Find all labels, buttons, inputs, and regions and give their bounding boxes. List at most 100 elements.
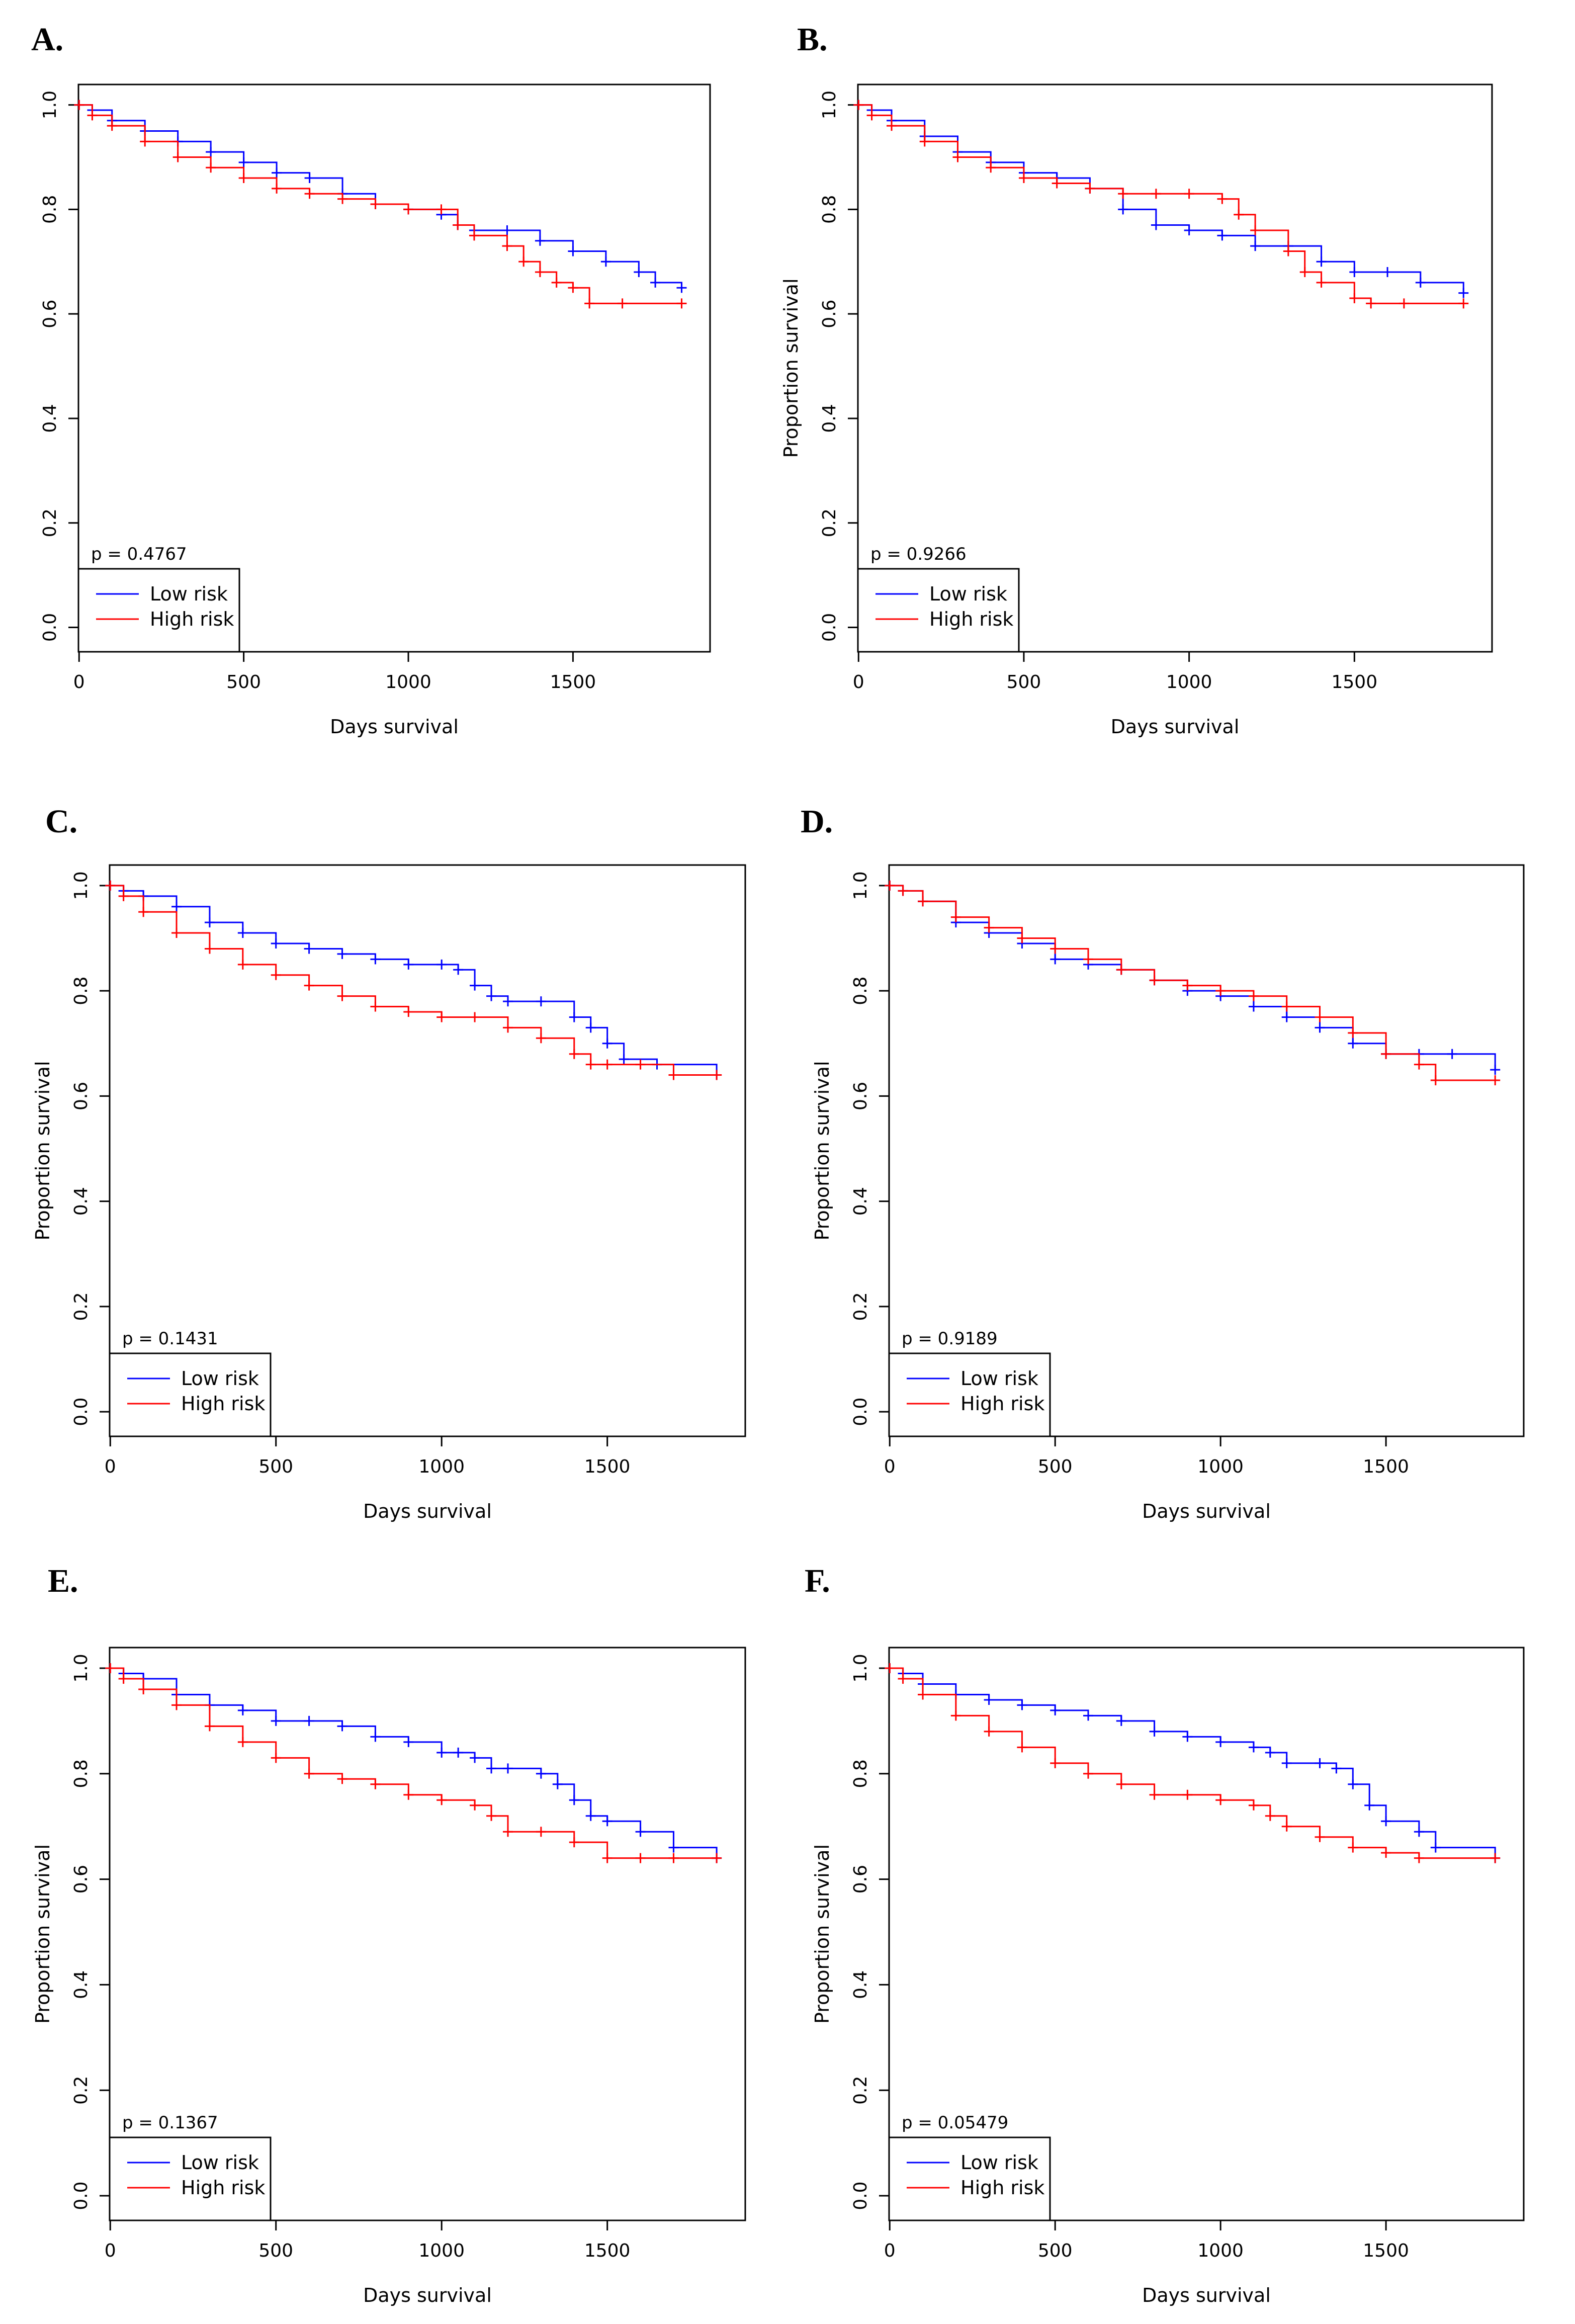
censor-mark bbox=[1050, 1705, 1061, 1715]
plot-frame bbox=[888, 864, 1525, 1437]
censor-mark bbox=[552, 1779, 563, 1789]
censor-mark bbox=[1415, 277, 1426, 288]
censor-mark bbox=[676, 298, 687, 309]
x-tick-label: 1500 bbox=[584, 1456, 631, 1477]
legend-box bbox=[857, 568, 1020, 653]
x-axis-title: Days survival bbox=[1142, 2284, 1271, 2306]
series-high-risk bbox=[105, 880, 722, 1080]
series-low-risk bbox=[74, 100, 687, 293]
censor-mark bbox=[436, 1012, 447, 1022]
censor-mark bbox=[568, 246, 578, 256]
censor-mark bbox=[337, 1774, 347, 1784]
censor-mark bbox=[536, 1768, 546, 1779]
censor-mark bbox=[238, 173, 249, 184]
y-tick-label: 1.0 bbox=[850, 871, 871, 900]
censor-mark bbox=[1017, 933, 1027, 943]
censor-mark bbox=[453, 1747, 464, 1758]
y-tick-label: 0.4 bbox=[40, 404, 60, 433]
censor-mark bbox=[171, 1700, 182, 1710]
censor-mark bbox=[470, 1800, 480, 1811]
censor-mark bbox=[105, 880, 116, 891]
censor-mark bbox=[1281, 1758, 1292, 1768]
censor-mark bbox=[304, 943, 314, 954]
censor-mark bbox=[271, 970, 281, 980]
y-tick-label: 0.6 bbox=[850, 1865, 871, 1893]
x-tick-label: 500 bbox=[1007, 672, 1041, 693]
survival-curve bbox=[110, 885, 718, 1075]
y-tick-label: 0.0 bbox=[71, 2181, 92, 2210]
censor-mark bbox=[602, 1816, 612, 1827]
legend-label: High risk bbox=[150, 608, 234, 630]
survival-curve bbox=[890, 1667, 1496, 1858]
censor-mark bbox=[502, 225, 512, 235]
censor-mark bbox=[1151, 220, 1161, 230]
censor-mark bbox=[569, 1795, 579, 1805]
censor-mark bbox=[1234, 209, 1244, 220]
censor-mark bbox=[712, 1070, 722, 1080]
censor-mark bbox=[1182, 1732, 1193, 1742]
censor-mark bbox=[87, 110, 98, 121]
censor-mark bbox=[469, 230, 479, 241]
censor-mark bbox=[502, 1022, 513, 1033]
censor-mark bbox=[1184, 225, 1194, 235]
censor-mark bbox=[1316, 277, 1327, 288]
censor-mark bbox=[1265, 1747, 1275, 1758]
censor-mark bbox=[635, 1059, 646, 1070]
censor-mark bbox=[1083, 1710, 1093, 1721]
censor-mark bbox=[470, 1012, 480, 1022]
censor-mark bbox=[206, 162, 216, 173]
panel-e: E. 0.0 0.2 0.4 0.6 0.8 1.0 0 500 1000 1500 Days sur… bbox=[32, 1563, 746, 2306]
p-value: p = 0.05479 bbox=[902, 2113, 1008, 2133]
censor-mark bbox=[1281, 1821, 1292, 1832]
censor-mark bbox=[984, 1694, 994, 1705]
censor-mark bbox=[1149, 1789, 1160, 1800]
censor-mark bbox=[1182, 1789, 1193, 1800]
survival-curve bbox=[110, 1667, 718, 1858]
series-high-risk bbox=[853, 100, 1469, 309]
y-tick-label: 0.4 bbox=[850, 1970, 871, 1999]
censor-mark bbox=[1085, 183, 1095, 194]
censor-mark bbox=[436, 1795, 447, 1805]
legend-box bbox=[888, 1352, 1051, 1437]
censor-mark bbox=[1315, 1022, 1325, 1033]
y-axis-title: Proportion survival bbox=[811, 1061, 833, 1240]
censor-mark bbox=[1217, 194, 1228, 204]
legend-label: High risk bbox=[181, 2177, 265, 2199]
censor-mark bbox=[1348, 1027, 1358, 1038]
plot-frame bbox=[77, 83, 711, 653]
censor-mark bbox=[668, 1853, 679, 1863]
legend-label: Low risk bbox=[181, 2151, 259, 2174]
censor-mark bbox=[1118, 204, 1128, 215]
censor-mark bbox=[436, 959, 447, 970]
x-tick-label: 0 bbox=[884, 1456, 896, 1477]
plot-frame bbox=[888, 1647, 1525, 2221]
survival-curve bbox=[79, 104, 682, 288]
censor-mark bbox=[1315, 1012, 1325, 1022]
censor-mark bbox=[1250, 225, 1261, 235]
censor-mark bbox=[866, 110, 877, 121]
censor-mark bbox=[1348, 1842, 1358, 1853]
censor-mark bbox=[370, 1001, 381, 1012]
legend-label: High risk bbox=[960, 1393, 1044, 1415]
censor-mark bbox=[403, 204, 414, 215]
censor-mark bbox=[1299, 267, 1310, 278]
censor-mark bbox=[171, 901, 182, 912]
y-tick-label: 0.0 bbox=[850, 1398, 871, 1426]
censor-mark bbox=[304, 189, 315, 199]
censor-mark bbox=[950, 1710, 961, 1721]
censor-mark bbox=[584, 298, 595, 309]
y-tick-label: 0.0 bbox=[819, 613, 840, 642]
plot-frame bbox=[109, 864, 746, 1437]
x-tick-label: 500 bbox=[258, 2241, 293, 2261]
censor-mark bbox=[602, 1038, 612, 1049]
legend-box bbox=[77, 568, 240, 653]
panel-a: A. 0.0 0.2 0.4 0.6 0.8 1.0 0 500 1000 1500 Days sur… bbox=[31, 21, 711, 738]
x-tick-label: 0 bbox=[105, 1456, 116, 1477]
survival-curve bbox=[858, 104, 1464, 293]
censor-mark bbox=[118, 891, 129, 901]
panel-label: B. bbox=[797, 21, 828, 58]
x-tick-label: 1500 bbox=[1363, 1456, 1409, 1477]
x-axis-title: Days survival bbox=[1142, 1500, 1271, 1522]
y-tick-label: 0.8 bbox=[850, 1759, 871, 1788]
censor-mark bbox=[950, 912, 961, 922]
